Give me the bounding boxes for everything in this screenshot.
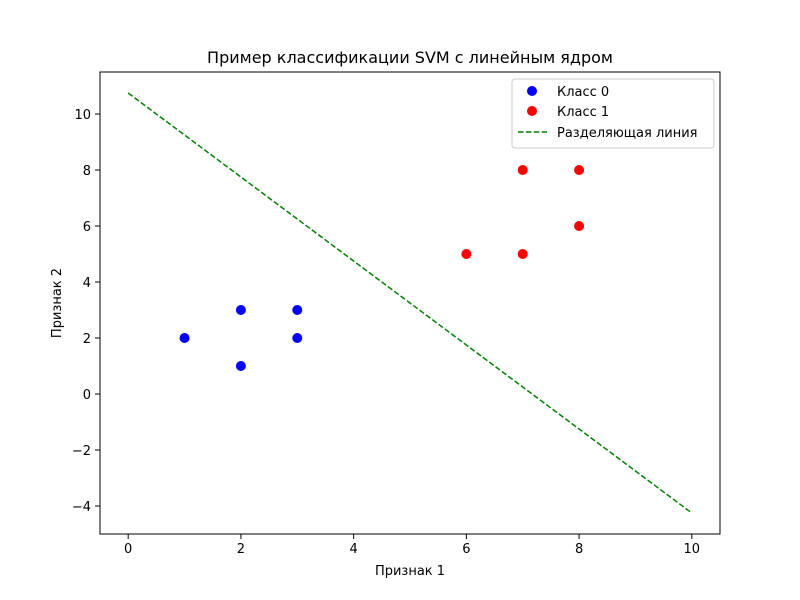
legend: Класс 0 Класс 1 Разделяющая линия [511,78,715,149]
axes-frame [99,71,721,535]
class0-point [235,305,246,315]
class0-point [292,333,303,343]
plot-area [99,71,721,535]
legend-label: Класс 0 [557,85,609,100]
chart-title: Пример классификации SVM с линейным ядро… [207,48,613,67]
y-axis-label: Признак 2 [50,268,65,338]
x-axis-ticks: 0 2 4 6 8 10 [124,534,700,557]
y-tick-label: 4 [83,276,91,291]
class0-point [179,333,190,343]
y-tick-label: 2 [83,332,91,347]
legend-box [511,78,715,149]
series-group [127,92,693,514]
x-tick-label: 0 [124,542,132,557]
y-tick-label: 8 [83,164,91,179]
x-axis-label: Признак 1 [375,564,445,579]
class1-point [517,165,528,175]
class0-point [235,361,246,371]
x-tick-label: 10 [684,542,701,557]
y-tick-label: 6 [83,220,91,235]
class1-point [461,249,472,259]
y-tick-label: −4 [72,500,91,515]
y-tick-label: −2 [72,444,91,459]
x-tick-label: 4 [349,542,357,557]
legend-items: Класс 0 Класс 1 Разделяющая линия [518,85,697,141]
class1-point [517,249,528,259]
class1-point [574,165,585,175]
x-tick-label: 8 [575,542,583,557]
y-tick-label: 10 [74,108,91,123]
y-axis-ticks: −4 −2 0 2 4 6 8 10 [72,108,100,515]
legend-label: Класс 1 [557,105,609,120]
legend-marker [527,86,537,96]
y-tick-label: 0 [83,388,91,403]
legend-label: Разделяющая линия [557,126,697,141]
x-tick-label: 2 [237,542,245,557]
x-tick-label: 6 [462,542,470,557]
legend-marker [527,106,537,116]
class0-point [292,305,303,315]
class1-point [574,221,585,231]
separating-line [127,92,693,514]
